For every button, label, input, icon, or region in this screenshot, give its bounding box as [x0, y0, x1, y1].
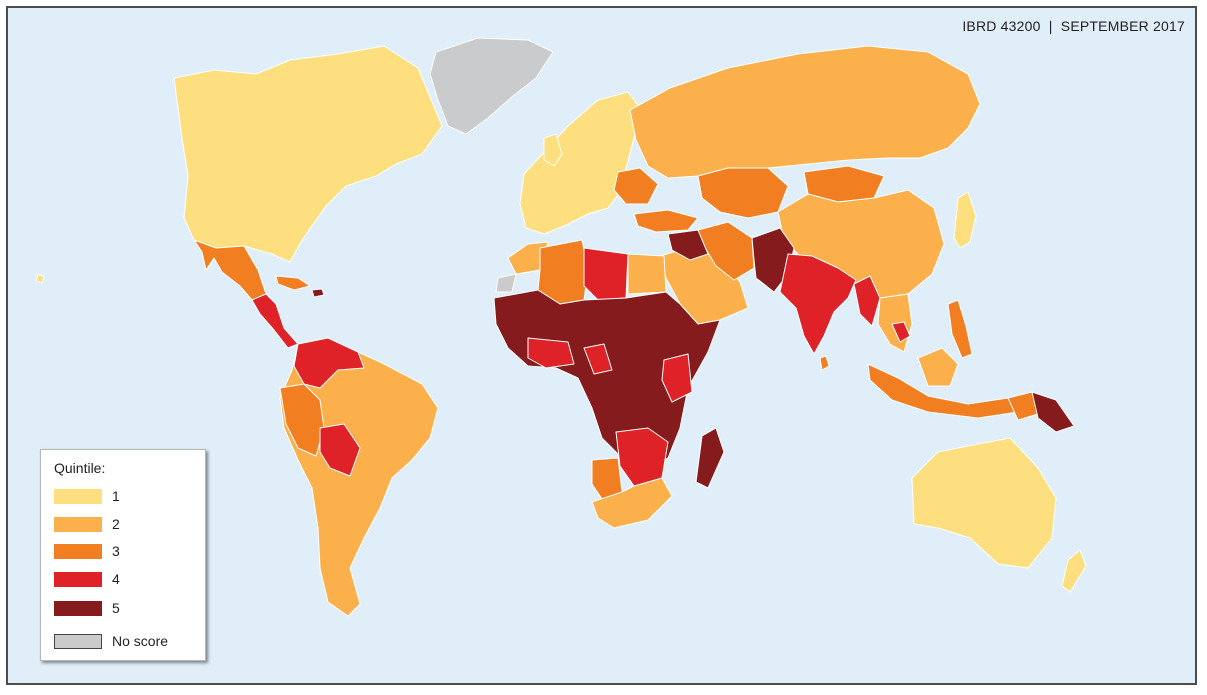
region-greenland [429, 37, 554, 135]
region-new-zealand [1061, 549, 1087, 593]
legend-swatch-4 [54, 572, 102, 587]
legend: Quintile: 1 2 3 4 5 No score [40, 449, 206, 661]
region-caribbean [275, 275, 311, 291]
region-central-asia [697, 167, 789, 219]
region-eastern-europe [613, 167, 659, 205]
region-iraq-syria [667, 229, 709, 261]
region-south-africa [591, 477, 673, 529]
legend-label-2: 2 [112, 516, 120, 532]
region-borneo [917, 347, 959, 387]
region-mexico [193, 239, 267, 301]
legend-swatch-3 [54, 544, 102, 559]
region-turkey [633, 209, 699, 233]
region-north-america [173, 45, 443, 263]
region-madagascar [695, 427, 725, 489]
region-png [1031, 391, 1075, 433]
region-australia [911, 437, 1057, 569]
legend-swatch-5 [54, 601, 102, 616]
legend-label-no-score: No score [112, 633, 169, 649]
region-egypt [627, 253, 667, 295]
legend-label-4: 4 [112, 571, 120, 587]
legend-swatch-1 [54, 489, 102, 504]
region-bolivia [319, 423, 361, 477]
region-india [779, 253, 857, 355]
legend-label-1: 1 [112, 488, 120, 504]
region-western-sahara [495, 273, 517, 293]
region-east-africa-red [661, 353, 693, 403]
region-libya [583, 247, 629, 301]
region-russia [629, 45, 981, 179]
region-west-africa-red [527, 337, 575, 369]
region-myanmar [853, 275, 881, 327]
region-haiti [311, 288, 325, 298]
map-reference-label: IBRD 43200 | SEPTEMBER 2017 [962, 18, 1185, 34]
legend-swatch-2 [54, 517, 102, 532]
map-frame: IBRD 43200 | SEPTEMBER 2017 Quintile: 1 … [6, 6, 1197, 685]
region-sri-lanka [819, 355, 830, 371]
region-central-america [251, 293, 299, 349]
region-philippines [947, 299, 973, 359]
legend-label-3: 3 [112, 543, 120, 559]
region-japan [953, 191, 977, 249]
region-hawaii [35, 273, 45, 284]
region-venezuela-colombia [293, 337, 365, 389]
world-map [35, 37, 1087, 617]
region-cambodia [891, 321, 911, 343]
legend-label-5: 5 [112, 600, 120, 616]
region-uk [543, 133, 563, 167]
legend-title: Quintile: [54, 460, 106, 476]
legend-swatch-no-score [54, 634, 102, 649]
region-central-africa-red [583, 343, 613, 375]
region-southern-africa-red [615, 427, 669, 487]
region-europe [519, 91, 641, 235]
